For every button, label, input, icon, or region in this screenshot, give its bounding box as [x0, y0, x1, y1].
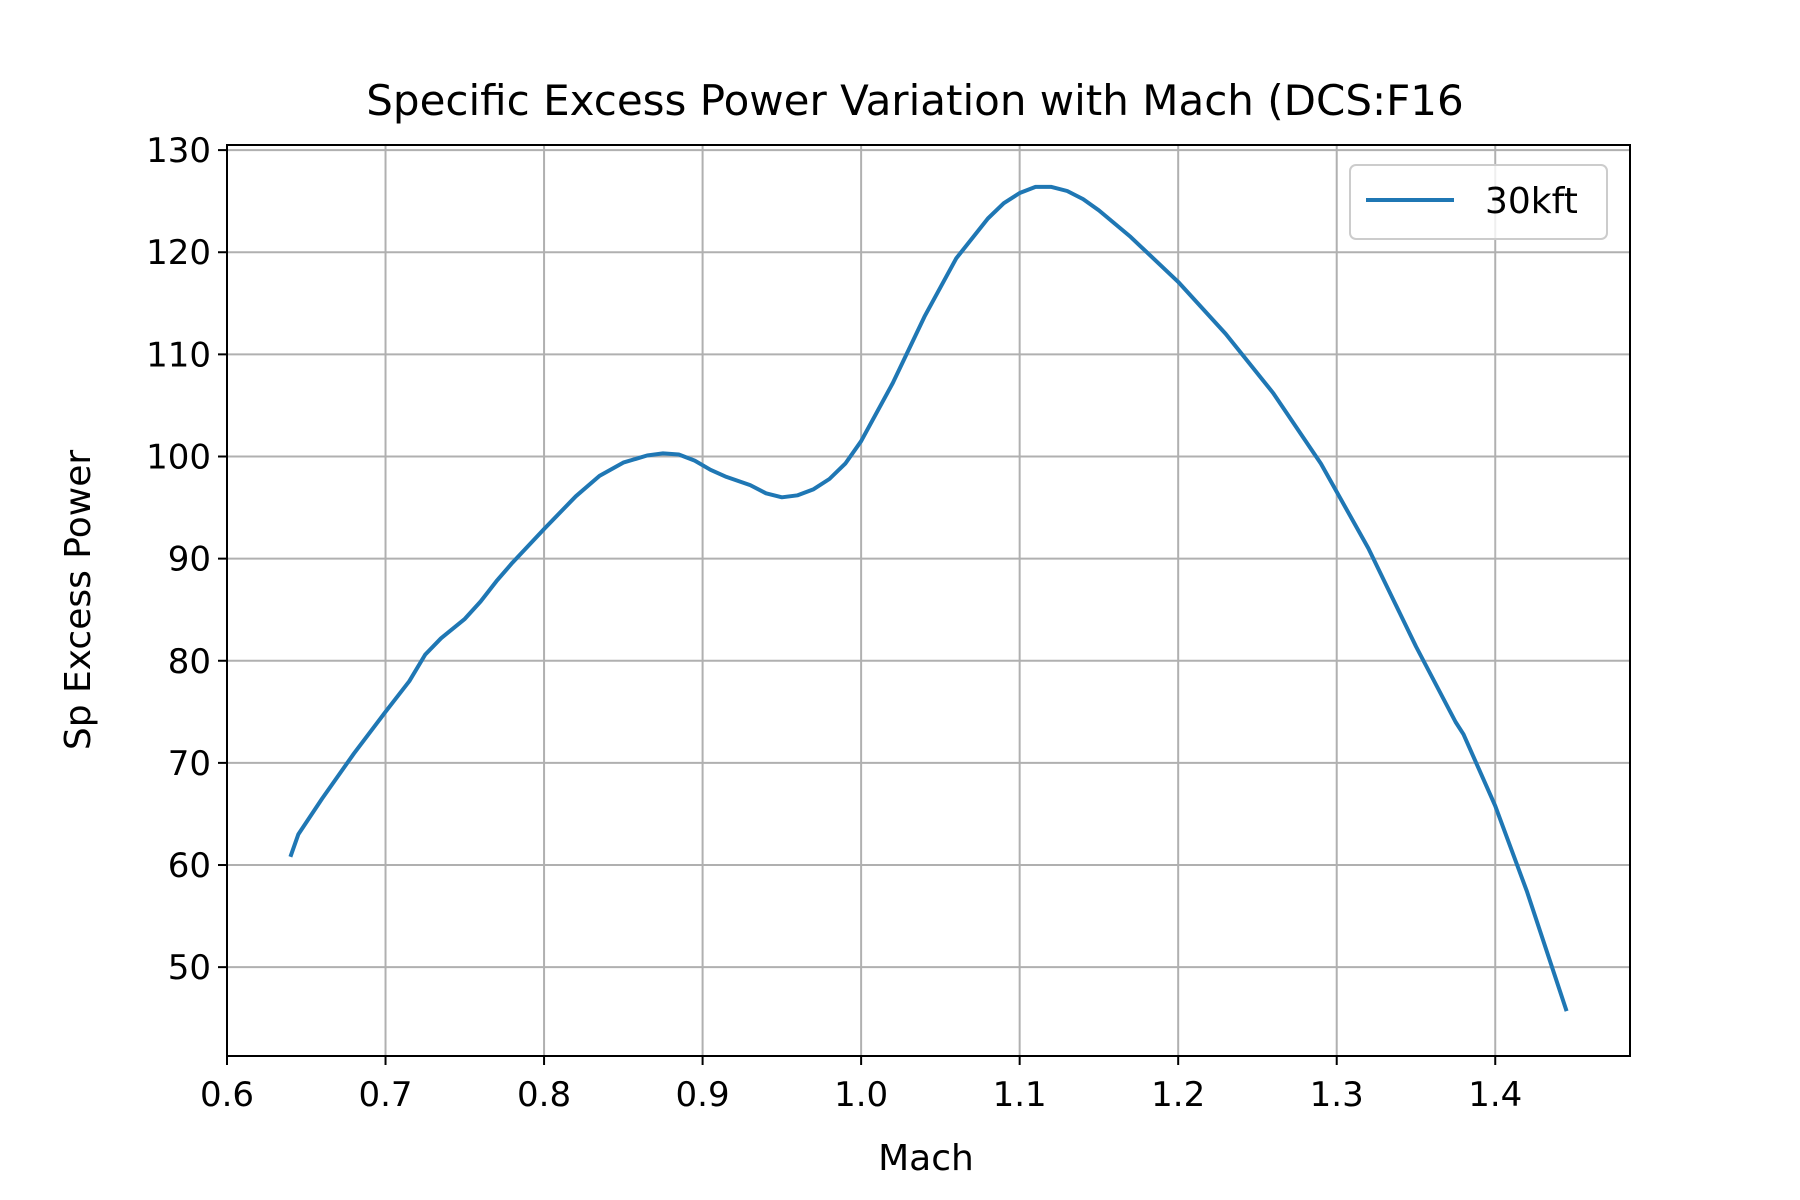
y-tick-label: 50	[168, 948, 211, 988]
y-tick-label: 120	[146, 233, 211, 273]
x-tick-label: 1.2	[1151, 1075, 1205, 1115]
x-tick-label: 0.6	[200, 1075, 254, 1115]
x-axis-label: Mach	[878, 1138, 974, 1179]
y-tick-label: 70	[168, 744, 211, 784]
y-axis-label: Sp Excess Power	[58, 450, 99, 751]
x-tick-label: 1.1	[993, 1075, 1047, 1115]
y-axis: 50 60 70 80 90 100 110 120 130	[146, 131, 227, 988]
x-tick-label: 0.8	[517, 1075, 571, 1115]
x-tick-label: 0.7	[358, 1075, 412, 1115]
y-tick-label: 60	[168, 846, 211, 886]
legend: 30kft	[1349, 164, 1608, 240]
plot-area	[227, 145, 1630, 1056]
x-tick-label: 1.3	[1310, 1075, 1364, 1115]
x-tick-label: 1.0	[834, 1075, 888, 1115]
plot-frame	[226, 144, 1631, 1057]
y-tick-label: 90	[168, 540, 211, 580]
legend-box	[1349, 164, 1608, 240]
y-tick-label: 80	[168, 642, 211, 682]
grid-lines	[226, 145, 1630, 1056]
x-tick-label: 1.4	[1468, 1075, 1522, 1115]
y-tick-label: 100	[146, 437, 211, 477]
x-tick-label: 0.9	[676, 1075, 730, 1115]
legend-label-30kft: 30kft	[1485, 181, 1578, 222]
x-axis: 0.6 0.7 0.8 0.9 1.0 1.1 1.2 1.3 1.4	[200, 1056, 1522, 1115]
chart-title: Specific Excess Power Variation with Mac…	[366, 76, 1464, 125]
series-line-30kft	[288, 184, 1569, 1012]
y-tick-label: 130	[146, 131, 211, 171]
y-tick-label: 110	[146, 335, 211, 375]
